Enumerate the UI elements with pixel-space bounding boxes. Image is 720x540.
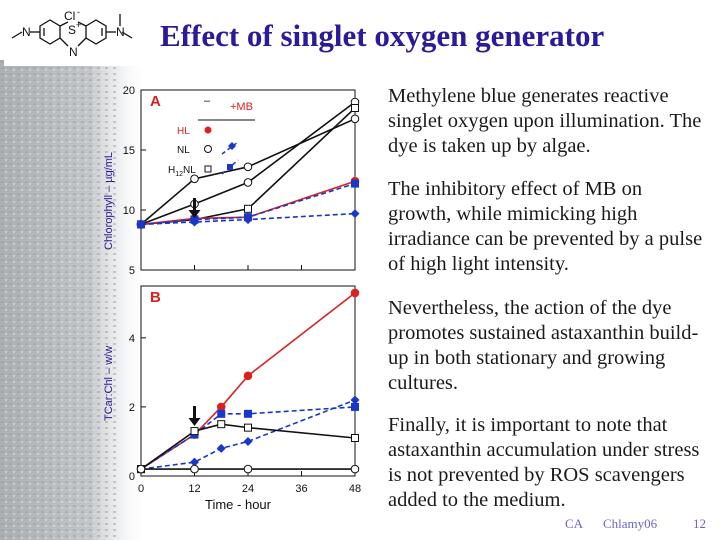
data-point-nl-mb bbox=[190, 457, 199, 467]
data-point-hl-mb bbox=[350, 288, 360, 298]
legend-marker-nl bbox=[204, 145, 212, 153]
data-point-nl-mb bbox=[136, 219, 146, 229]
series-line-h12nl-mb bbox=[140, 182, 356, 226]
legend-marker-h12nl bbox=[204, 165, 212, 173]
chart-a-arrow-icon bbox=[188, 198, 201, 218]
x-tick-label: 0 bbox=[138, 483, 144, 495]
series-line-hl-control bbox=[140, 101, 356, 226]
y-tick-label: 0 bbox=[129, 471, 135, 483]
data-point-h12nl-mb bbox=[351, 179, 359, 188]
legend-marker-hl bbox=[204, 126, 212, 134]
data-point-nl-mb bbox=[350, 209, 360, 219]
data-point-h12nl-control bbox=[217, 420, 226, 429]
chart-a-chlorophyll: Chlorophyll – µg/mL A 5 10 15 20 – +MB HL N… bbox=[103, 85, 360, 277]
methylene-blue-structure: Cl - S + N N N bbox=[4, 6, 142, 66]
legend-label-h12nl: H12NL bbox=[168, 165, 196, 178]
data-point-hl-mb bbox=[243, 371, 253, 381]
data-point-nl-control bbox=[243, 464, 253, 474]
y-tick-label: 10 bbox=[123, 205, 135, 217]
paragraph-1: Methylene blue generates reactive single… bbox=[388, 85, 702, 157]
data-point-h12nl-control bbox=[244, 423, 252, 432]
chart-a-panel-label: A bbox=[150, 93, 161, 110]
background-photo bbox=[0, 60, 150, 540]
legend-label-nl: NL bbox=[177, 145, 190, 156]
data-point-nl-control bbox=[190, 464, 199, 474]
x-tick-label: 36 bbox=[295, 483, 307, 495]
legend-col-minus: – bbox=[204, 95, 211, 107]
x-tick-label: 24 bbox=[242, 483, 254, 495]
chart-a-ylabel: Chlorophyll – µg/mL bbox=[103, 152, 115, 250]
molecule-s-charge: + bbox=[76, 20, 81, 30]
x-tick-label: 48 bbox=[349, 483, 361, 495]
molecule-n-bottom: N bbox=[69, 45, 78, 59]
chart-b-ylabel: TCar:Chl – w/w bbox=[103, 346, 115, 421]
data-point-h12nl-control bbox=[190, 427, 199, 436]
footer-author: CA bbox=[565, 516, 584, 531]
x-tick-label: 12 bbox=[188, 483, 200, 495]
data-point-h12nl-control bbox=[351, 104, 359, 112]
data-point-nl-control bbox=[350, 464, 360, 474]
footer-page-number: 12 bbox=[693, 516, 706, 531]
data-point-nl-mb bbox=[350, 395, 360, 405]
data-point-hl-mb bbox=[216, 402, 226, 412]
data-point-h12nl-mb bbox=[217, 409, 226, 418]
paragraph-4: Finally, it is important to note that as… bbox=[388, 414, 700, 511]
y-tick-label: 15 bbox=[123, 145, 135, 157]
data-point-nl-control bbox=[243, 162, 253, 172]
data-point-nl-mb bbox=[216, 443, 226, 453]
data-point-nl-control bbox=[136, 464, 146, 474]
chart-b-arrow-icon bbox=[188, 406, 201, 426]
y-tick-label: 4 bbox=[129, 333, 135, 345]
paragraph-3: Nevertheless, the action of the dye prom… bbox=[388, 297, 699, 394]
molecule-n-left: N bbox=[22, 25, 31, 39]
data-point-h12nl-mb bbox=[244, 409, 252, 418]
chart-b-xlabel: Time - hour bbox=[205, 497, 272, 512]
slide-title: Effect of singlet oxygen generator bbox=[160, 18, 605, 53]
molecule-s-label: S bbox=[68, 23, 76, 37]
series-line-nl-mb bbox=[140, 212, 356, 226]
y-tick-label: 20 bbox=[123, 85, 135, 97]
data-point-nl-control bbox=[350, 114, 360, 124]
data-point-nl-mb bbox=[243, 436, 253, 446]
data-point-hl-control bbox=[243, 178, 253, 187]
y-tick-label: 5 bbox=[129, 265, 135, 277]
chart-b-panel-label: B bbox=[150, 289, 161, 306]
data-point-nl-control bbox=[190, 174, 199, 184]
data-point-nl-mb bbox=[190, 217, 199, 227]
footer-title: Chlamy06 bbox=[603, 516, 658, 531]
legend-col-mb: +MB bbox=[230, 101, 253, 113]
data-point-h12nl-control bbox=[351, 434, 359, 442]
legend-label-hl: HL bbox=[177, 126, 190, 137]
data-point-h12nl-control bbox=[244, 204, 252, 213]
molecule-cl-label: Cl bbox=[64, 9, 75, 23]
chart-a-legend: – +MB HL NL H12NL bbox=[168, 95, 255, 178]
data-point-nl-mb bbox=[243, 215, 253, 225]
molecule-n-right: N bbox=[116, 25, 125, 39]
y-tick-label: 2 bbox=[129, 402, 135, 414]
molecule-cl-charge: - bbox=[77, 7, 80, 17]
paragraph-2: The inhibitory effect of MB on growth, w… bbox=[388, 178, 703, 275]
